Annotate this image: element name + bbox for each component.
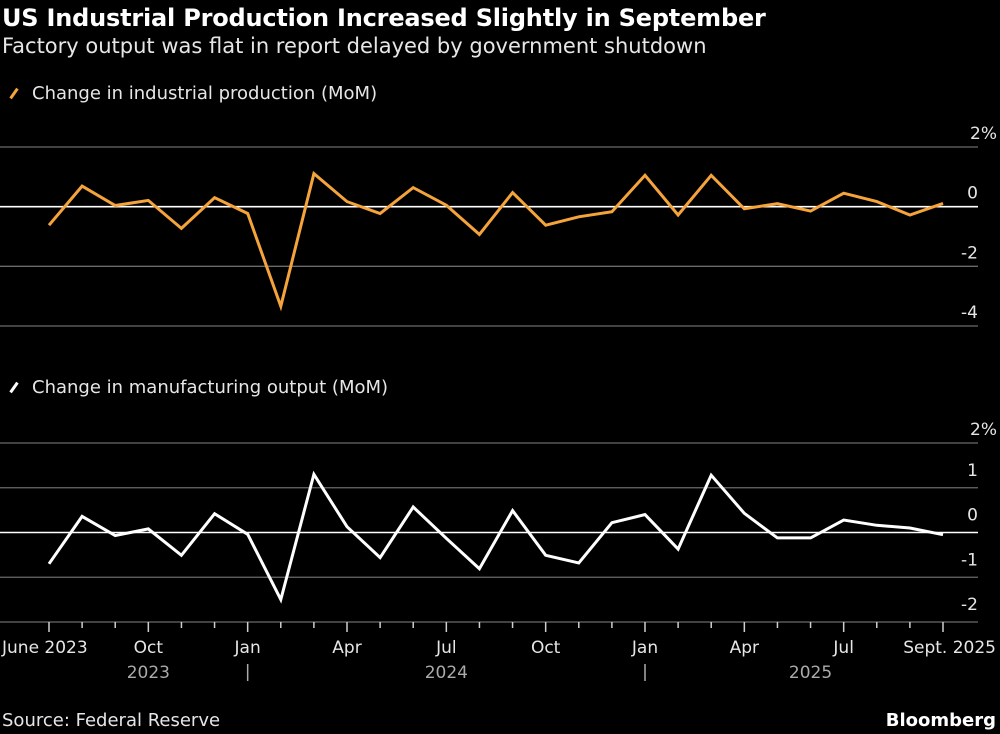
- y-tick-label: 0: [967, 184, 978, 204]
- y-tick-label: 1: [967, 461, 978, 481]
- y-tick-label: 2%: [970, 420, 997, 440]
- x-year-label: 2023: [127, 663, 170, 683]
- y-tick-label: -1: [961, 550, 978, 570]
- y-tick-label: -4: [961, 303, 978, 323]
- y-tick-label: -2: [961, 243, 978, 263]
- series-line-1: [47, 470, 944, 604]
- y-tick-label: 0: [967, 506, 978, 526]
- legend-label: Change in manufacturing output (MoM): [32, 377, 389, 398]
- x-tick-label: Apr: [730, 638, 759, 658]
- bloomberg-logo: Bloomberg: [885, 710, 996, 731]
- x-tick-label: Jul: [435, 638, 457, 658]
- legend-manufacturing-output: Change in manufacturing output (MoM): [6, 377, 388, 398]
- x-tick-label: Sept. 2025: [903, 638, 996, 658]
- x-tick-label: June 2023: [1, 638, 88, 658]
- legend-industrial-production: Change in industrial production (MoM): [6, 83, 377, 104]
- x-tick-label: Jan: [631, 638, 658, 658]
- y-tick-label: 2%: [970, 124, 997, 144]
- legend-label: Change in industrial production (MoM): [32, 83, 378, 104]
- series-line-0: [47, 170, 944, 312]
- y-tick-label: -2: [961, 595, 978, 615]
- x-tick-label: Jul: [832, 638, 854, 658]
- x-year-label: 2024: [425, 663, 468, 683]
- x-year-label: 2025: [789, 663, 832, 683]
- x-tick-label: Jan: [234, 638, 261, 658]
- x-tick-label: Apr: [332, 638, 361, 658]
- x-tick-label: Oct: [134, 638, 164, 658]
- source-note: Source: Federal Reserve: [2, 710, 221, 731]
- chart-subtitle: Factory output was flat in report delaye…: [2, 34, 707, 58]
- x-tick-label: Oct: [531, 638, 561, 658]
- chart-title: US Industrial Production Increased Sligh…: [2, 4, 766, 32]
